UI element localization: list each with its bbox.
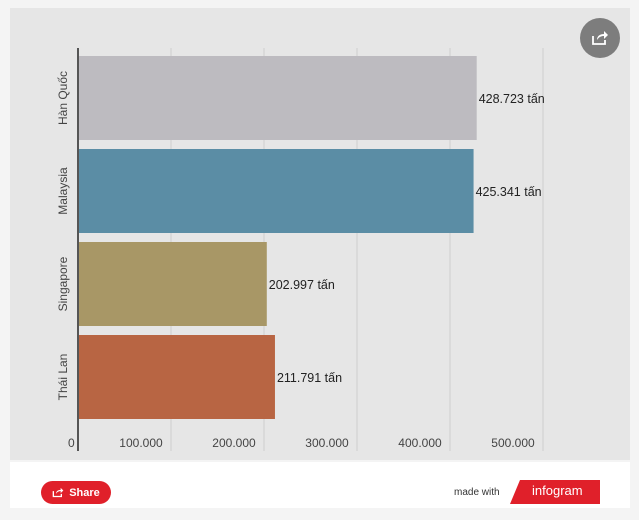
share-round-button[interactable] <box>580 18 620 58</box>
footer: Share made with infogram <box>10 462 630 508</box>
x-tick-label: 0 <box>68 436 75 450</box>
share-icon <box>52 487 64 498</box>
share-button[interactable]: Share <box>41 481 111 504</box>
infogram-logo-text: infogram <box>532 483 583 498</box>
bar <box>78 335 275 419</box>
bar <box>78 149 474 233</box>
bar <box>78 56 477 140</box>
bar-value-label: 202.997 tấn <box>269 278 335 292</box>
share-button-label: Share <box>69 486 100 499</box>
infogram-logo[interactable]: infogram <box>510 480 600 504</box>
x-tick-label: 100.000 <box>119 436 163 450</box>
x-tick-label: 500.000 <box>491 436 535 450</box>
x-tick-label: 400.000 <box>398 436 442 450</box>
bar-value-label: 428.723 tấn <box>479 92 545 106</box>
made-with-text: made with <box>454 487 500 498</box>
category-label: Hàn Quốc <box>56 71 70 125</box>
infogram-logo-shape <box>510 480 600 504</box>
category-label: Malaysia <box>56 167 70 215</box>
category-label: Singapore <box>56 256 70 311</box>
bar-value-label: 211.791 tấn <box>277 371 342 385</box>
chart-panel: 428.723 tấn Hàn Quốc 425.341 tấn Malaysia 20… <box>10 8 630 460</box>
x-tick-label: 300.000 <box>305 436 349 450</box>
category-label: Thái Lan <box>56 354 70 401</box>
bar-value-label: 425.341 tấn <box>476 185 542 199</box>
x-tick-label: 200.000 <box>212 436 256 450</box>
bar <box>78 242 267 326</box>
bar-chart: 428.723 tấn Hàn Quốc 425.341 tấn Malaysia 20… <box>56 48 545 451</box>
share-icon <box>592 31 608 45</box>
